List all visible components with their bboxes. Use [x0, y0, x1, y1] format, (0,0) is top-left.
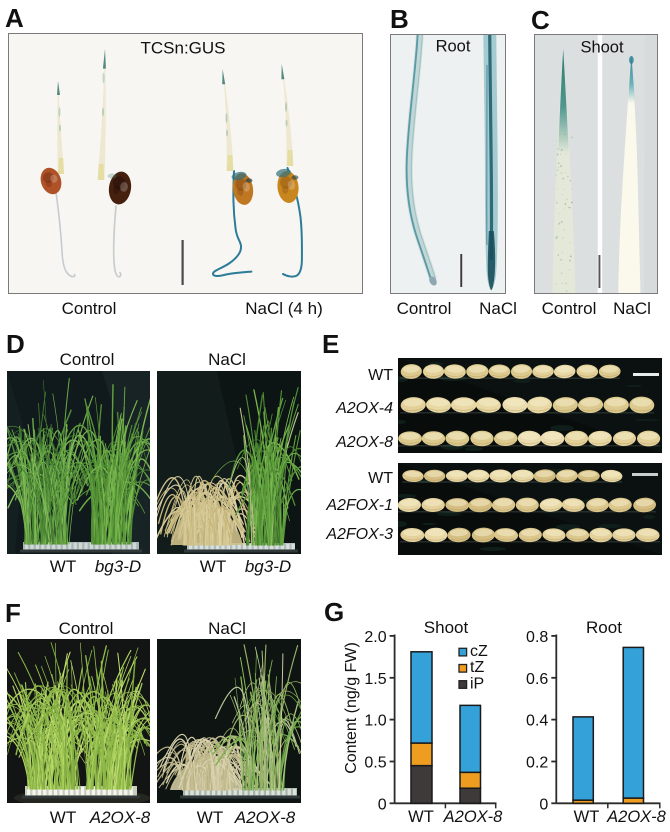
svg-text:Shoot: Shoot	[580, 39, 624, 57]
svg-text:A2OX-8: A2OX-8	[443, 808, 504, 826]
svg-text:WT: WT	[408, 808, 434, 826]
svg-text:Root: Root	[436, 38, 471, 56]
svg-text:iP: iP	[470, 675, 484, 692]
svg-text:A2OX-8: A2OX-8	[606, 808, 667, 826]
svg-text:WT: WT	[574, 808, 600, 826]
svg-text:tZ: tZ	[470, 659, 484, 676]
svg-text:0: 0	[378, 796, 387, 813]
svg-text:Shoot: Shoot	[424, 618, 469, 637]
svg-text:0.2: 0.2	[526, 755, 548, 772]
svg-text:0.4: 0.4	[526, 713, 548, 730]
svg-text:cZ: cZ	[470, 643, 488, 660]
svg-text:TCSn:GUS: TCSn:GUS	[140, 39, 225, 58]
svg-text:Content (ng/g FW): Content (ng/g FW)	[343, 642, 360, 774]
svg-text:1.0: 1.0	[364, 713, 386, 730]
svg-text:0.5: 0.5	[364, 755, 386, 772]
svg-text:2.0: 2.0	[364, 629, 386, 646]
svg-text:0.6: 0.6	[526, 671, 548, 688]
svg-text:0.8: 0.8	[526, 629, 548, 646]
svg-text:Root: Root	[586, 618, 622, 637]
svg-text:0: 0	[539, 796, 548, 813]
svg-text:1.5: 1.5	[364, 671, 386, 688]
